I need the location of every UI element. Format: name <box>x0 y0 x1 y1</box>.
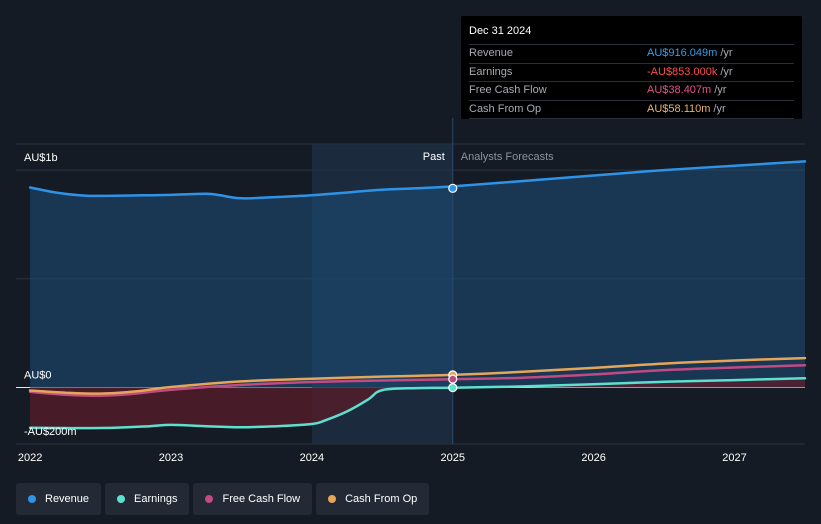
tooltip-date: Dec 31 2024 <box>469 25 532 37</box>
tooltip-label: Earnings <box>469 65 513 78</box>
tooltip-value: AU$38.407m <box>647 84 712 96</box>
x-tick-label: 2022 <box>18 452 42 464</box>
tooltip: Dec 31 2024 Revenue AU$916.049m /yr Earn… <box>461 16 802 119</box>
legend-dot-icon <box>117 495 126 503</box>
marker-earnings <box>448 383 458 393</box>
y-tick-label: -AU$200m <box>24 426 77 438</box>
tooltip-unit: /yr <box>714 84 727 96</box>
legend-label: Revenue <box>45 493 90 505</box>
past-label: Past <box>423 151 445 163</box>
legend-dot-icon <box>205 495 214 503</box>
revenue-line <box>28 160 807 200</box>
tooltip-row-revenue: Revenue AU$916.049m /yr <box>469 44 794 63</box>
x-axis-labels: 2022 2023 2024 2025 2026 2027 <box>18 452 747 464</box>
marker-free-cash-flow <box>448 374 458 384</box>
legend-dot-icon <box>328 495 337 503</box>
x-tick-label: 2023 <box>159 452 183 464</box>
free-cash-flow-line <box>28 364 807 397</box>
line-layer <box>28 160 807 430</box>
x-tick-label: 2024 <box>300 452 324 464</box>
legend-label: Free Cash Flow <box>222 493 301 505</box>
analysts-forecasts-label: Analysts Forecasts <box>461 151 554 163</box>
legend-label: Earnings <box>134 493 178 505</box>
tooltip-value: -AU$853.000k <box>647 65 718 78</box>
y-tick-label: AU$1b <box>24 152 58 164</box>
legend-label: Cash From Op <box>345 493 418 505</box>
area-layer <box>30 161 805 429</box>
legend: Revenue Earnings Free Cash Flow Cash Fro… <box>16 483 430 515</box>
x-tick-label: 2026 <box>581 452 605 464</box>
legend-item-earnings[interactable]: Earnings <box>105 483 190 515</box>
tooltip-unit: /yr <box>720 65 733 78</box>
tooltip-row-earnings: Earnings -AU$853.000k /yr <box>469 62 794 82</box>
tooltip-label: Cash From Op <box>469 102 542 115</box>
cash-from-op-line <box>28 356 807 395</box>
legend-item-revenue[interactable]: Revenue <box>16 483 102 515</box>
earnings-area <box>30 378 805 429</box>
x-tick-label: 2025 <box>441 452 465 464</box>
y-axis-labels: AU$1b AU$0 -AU$200m <box>24 152 77 438</box>
marker-layer <box>448 183 458 393</box>
marker-revenue <box>448 183 458 193</box>
legend-dot-icon <box>28 495 36 503</box>
tooltip-unit: /yr <box>720 47 733 59</box>
legend-item-cash-from-op[interactable]: Cash From Op <box>316 483 430 515</box>
tooltip-value: AU$916.049m <box>647 47 718 59</box>
tooltip-label: Free Cash Flow <box>469 84 547 96</box>
tooltip-unit: /yr <box>713 102 726 115</box>
tooltip-label: Revenue <box>469 47 514 59</box>
revenue-area <box>30 161 805 388</box>
tooltip-value: AU$58.110m <box>647 102 711 115</box>
tooltip-row-cash-from-op: Cash From Op AU$58.110m /yr <box>469 99 794 119</box>
y-tick-label: AU$0 <box>24 369 52 381</box>
x-tick-label: 2027 <box>722 452 746 464</box>
legend-item-free-cash-flow[interactable]: Free Cash Flow <box>193 483 313 515</box>
tooltip-row-free-cash-flow: Free Cash Flow AU$38.407m /yr <box>469 81 794 100</box>
earnings-line <box>28 377 807 430</box>
